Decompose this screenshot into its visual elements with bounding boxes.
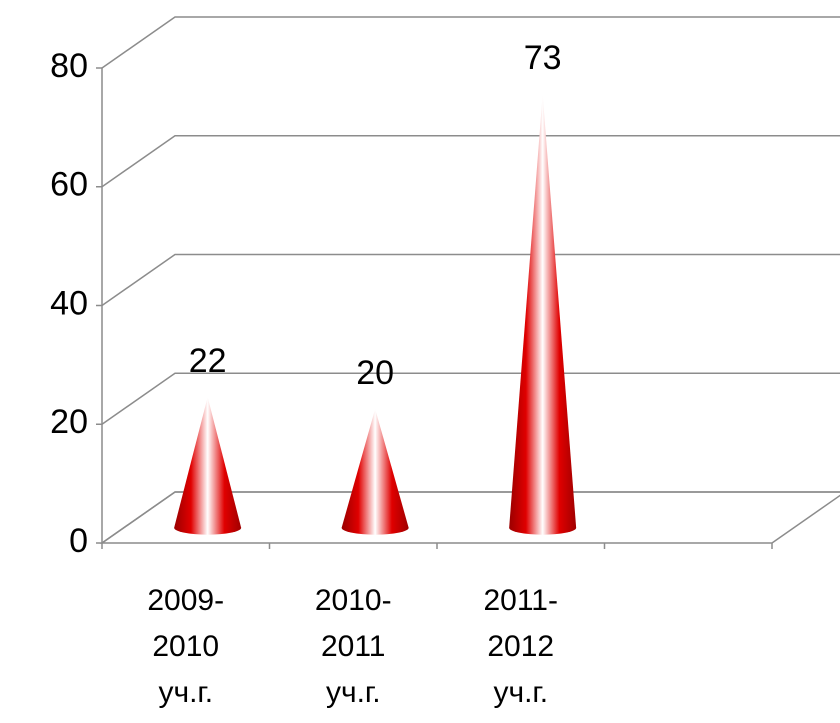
data-label: 73 bbox=[524, 39, 562, 77]
y-tick-label: 40 bbox=[50, 284, 88, 322]
grid-line bbox=[101, 253, 840, 307]
data-label: 20 bbox=[356, 354, 394, 392]
cone bbox=[341, 408, 409, 535]
y-tick-label: 20 bbox=[50, 403, 88, 441]
cone-part bbox=[341, 408, 409, 535]
cone-part bbox=[174, 397, 242, 535]
grid-line bbox=[101, 372, 840, 425]
x-tick-label: 2011-2012 уч.г. bbox=[483, 584, 558, 709]
grid-line bbox=[101, 16, 840, 69]
grid-line bbox=[101, 135, 840, 188]
cone bbox=[174, 397, 242, 535]
cone-part bbox=[509, 94, 577, 535]
grid-line bbox=[101, 491, 840, 544]
y-tick-label: 80 bbox=[50, 47, 88, 85]
x-tick-label: 2010-2011 уч.г. bbox=[314, 584, 392, 709]
y-tick-label: 0 bbox=[69, 522, 88, 560]
cone bbox=[509, 94, 577, 535]
y-tick-label: 60 bbox=[50, 166, 88, 204]
data-label: 22 bbox=[189, 342, 227, 380]
x-tick-label: 2009-2010 уч.г. bbox=[147, 584, 225, 709]
